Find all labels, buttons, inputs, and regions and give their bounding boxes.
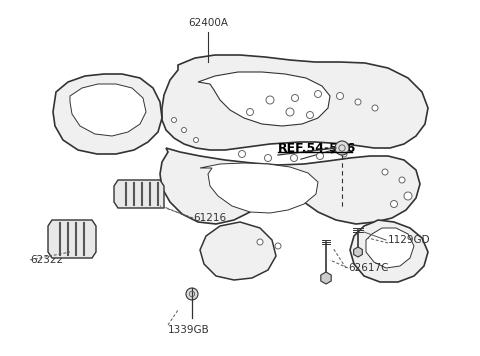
Circle shape [291, 94, 299, 101]
Circle shape [257, 239, 263, 245]
Circle shape [314, 90, 322, 98]
Circle shape [171, 117, 177, 122]
Text: 1129GD: 1129GD [388, 235, 431, 245]
Circle shape [399, 177, 405, 183]
Polygon shape [48, 220, 96, 258]
Circle shape [181, 127, 187, 132]
Polygon shape [162, 55, 428, 150]
Polygon shape [160, 148, 420, 224]
Circle shape [275, 243, 281, 249]
Text: 62400A: 62400A [188, 18, 228, 28]
Circle shape [266, 96, 274, 104]
Circle shape [193, 137, 199, 142]
Polygon shape [114, 180, 164, 208]
Polygon shape [200, 222, 276, 280]
Circle shape [307, 111, 313, 119]
Circle shape [186, 288, 198, 300]
Circle shape [404, 192, 412, 200]
Polygon shape [350, 220, 428, 282]
Circle shape [239, 151, 245, 157]
Text: 62322: 62322 [30, 255, 63, 265]
Text: 1339GB: 1339GB [168, 325, 210, 335]
Circle shape [247, 109, 253, 115]
Circle shape [336, 93, 344, 99]
Circle shape [372, 105, 378, 111]
Circle shape [286, 108, 294, 116]
Polygon shape [354, 247, 362, 257]
Circle shape [382, 169, 388, 175]
Polygon shape [321, 272, 331, 284]
Circle shape [290, 155, 298, 162]
Text: REF.54-546: REF.54-546 [278, 141, 356, 155]
Circle shape [335, 141, 349, 155]
Text: 62617C: 62617C [348, 263, 388, 273]
Polygon shape [200, 163, 318, 213]
Polygon shape [70, 84, 146, 136]
Circle shape [391, 200, 397, 208]
Polygon shape [53, 74, 162, 154]
Text: 61216: 61216 [193, 213, 226, 223]
Circle shape [341, 151, 347, 157]
Polygon shape [198, 72, 330, 126]
Circle shape [264, 155, 272, 162]
Circle shape [316, 152, 324, 159]
Circle shape [355, 99, 361, 105]
Polygon shape [366, 228, 414, 268]
